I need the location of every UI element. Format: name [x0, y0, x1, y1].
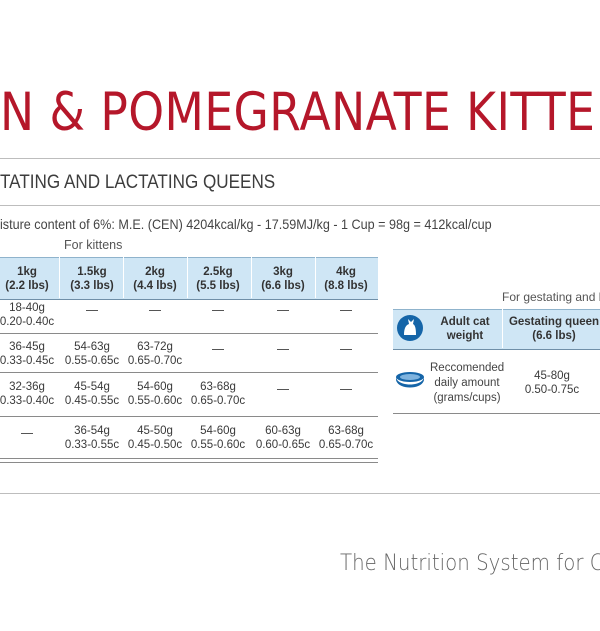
- gestating-value: 45-80g 0.50-0.75c: [524, 370, 580, 396]
- kitten-table-cell: 45-50g 0.45-0.50c: [127, 425, 183, 451]
- page-title: N & POMEGRANATE KITTE: [0, 82, 596, 143]
- subtitle-divider: [0, 205, 600, 206]
- kitten-table-cell: 36-45g 0.33-0.45c: [0, 341, 55, 367]
- kitten-table-cell: 54-63g 0.55-0.65c: [64, 341, 120, 367]
- footer-divider: [0, 493, 600, 494]
- kitten-weight-header: 1.5kg (3.3 lbs): [70, 266, 114, 292]
- kitten-weight-header: 4kg (8.8 lbs): [324, 266, 368, 292]
- gestating-queen-header: Gestating queen (6.6 lbs): [508, 316, 600, 342]
- kitten-header-separator: [123, 257, 124, 298]
- empty-cell-dash: [60, 301, 124, 315]
- kitten-row-divider: [0, 372, 378, 373]
- kitten-table-cell: 63-72g 0.65-0.70c: [127, 341, 183, 367]
- kitten-row-divider: [0, 416, 378, 417]
- empty-cell-dash: [314, 380, 378, 394]
- kitten-table-cell: 63-68g 0.65-0.70c: [318, 425, 374, 451]
- kitten-table-cell: 36-54g 0.33-0.55c: [64, 425, 120, 451]
- kitten-weight-header: 2kg (4.4 lbs): [133, 266, 177, 292]
- kitten-weight-header: 3kg (6.6 lbs): [261, 266, 305, 292]
- kitten-table-cell: 54-60g 0.55-0.60c: [127, 381, 183, 407]
- empty-cell-dash: [186, 301, 250, 315]
- kitten-table-cell: 54-60g 0.55-0.60c: [190, 425, 246, 451]
- gestating-table-header: [393, 309, 600, 350]
- kitten-table-cell: 63-68g 0.65-0.70c: [190, 381, 246, 407]
- empty-cell-dash: [314, 301, 378, 315]
- cat-icon: [397, 315, 423, 341]
- moisture-info: isture content of 6%: M.E. (CEN) 4204kca…: [0, 216, 492, 232]
- kitten-header-separator: [187, 257, 188, 298]
- kitten-header-separator: [251, 257, 252, 298]
- bowl-icon: [396, 372, 424, 388]
- kitten-table-cell: 18-40g 0.20-0.40c: [0, 302, 55, 328]
- kitten-weight-header: 1kg (2.2 lbs): [5, 266, 49, 292]
- gestating-header-separator: [502, 309, 503, 348]
- empty-cell-dash: [186, 340, 250, 354]
- empty-cell-dash: [314, 340, 378, 354]
- empty-cell-dash: [251, 301, 315, 315]
- section-subtitle: TATING AND LACTATING QUEENS: [0, 172, 276, 193]
- kitten-row-divider: [0, 458, 378, 463]
- kitten-header-separator: [59, 257, 60, 298]
- adult-weight-header: Adult cat weight: [440, 316, 490, 342]
- gestating-table-bottom: [393, 413, 600, 414]
- kitten-header-separator: [315, 257, 316, 298]
- kitten-table-cell: 60-63g 0.60-0.65c: [255, 425, 311, 451]
- empty-cell-dash: [251, 340, 315, 354]
- recommended-amount-label: Reccomended daily amount (grams/cups): [430, 362, 505, 404]
- title-divider: [0, 158, 600, 159]
- kitten-row-divider: [0, 333, 378, 334]
- kitten-weight-header: 2.5kg (5.5 lbs): [196, 266, 240, 292]
- empty-cell-dash: [251, 380, 315, 394]
- kittens-group-label: For kittens: [64, 238, 123, 252]
- empty-cell-dash: [123, 301, 187, 315]
- gestating-group-label: For gestating and l: [502, 290, 600, 304]
- footer-tagline: The Nutrition System for C: [340, 551, 600, 576]
- kitten-table-cell: 32-36g 0.33-0.40c: [0, 381, 55, 407]
- empty-cell-dash: [0, 424, 59, 438]
- kitten-table-cell: 45-54g 0.45-0.55c: [64, 381, 120, 407]
